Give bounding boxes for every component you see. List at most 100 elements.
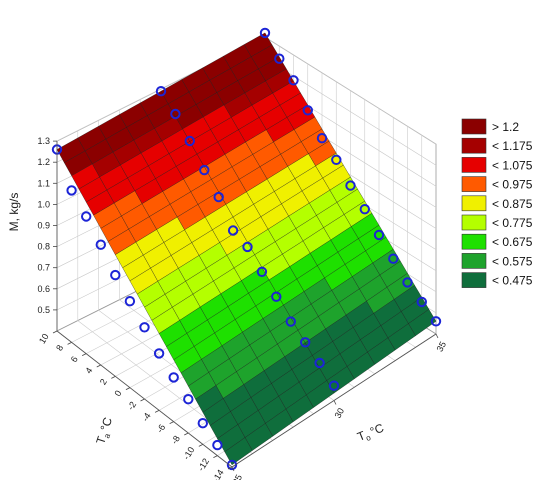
ta-axis-title: Ta°C xyxy=(93,415,117,446)
legend-swatch xyxy=(461,118,487,135)
to-tick-label: 30 xyxy=(333,406,347,420)
ta-tick-mark xyxy=(52,330,58,334)
data-point-marker xyxy=(345,180,356,191)
ta-tick-mark xyxy=(154,409,160,413)
ta-tick-mark xyxy=(111,375,116,379)
data-point-marker xyxy=(110,269,121,281)
z-axis-title: M, kg/s xyxy=(7,193,21,232)
ta-tick-mark xyxy=(81,353,87,357)
data-point-marker xyxy=(212,439,223,451)
data-point-marker xyxy=(183,394,194,405)
ta-tick-label: 2 xyxy=(98,377,109,387)
data-point-marker xyxy=(316,133,328,144)
legend-label: < 0.675 xyxy=(492,235,533,249)
ta-tick-label: -14 xyxy=(210,468,225,480)
ta-tick-mark xyxy=(125,387,131,391)
data-point-marker xyxy=(199,164,210,176)
data-point-marker xyxy=(359,204,370,215)
legend-swatch xyxy=(461,176,487,192)
data-point-marker xyxy=(271,291,282,302)
ta-tick-label: -6 xyxy=(155,422,168,434)
legend: > 1.2 < 1.175 < 1.075 < 0.975 < 0.875 < 0.775… xyxy=(461,118,533,288)
observed-points xyxy=(51,27,442,471)
data-point-marker xyxy=(95,239,107,250)
legend-label: < 1.175 xyxy=(492,139,533,153)
z-axis-ticks: 0.5 0.6 0.7 0.8 0.9 1.0 1.1 1.2 1.3 xyxy=(37,136,57,315)
ta-tick-label: -12 xyxy=(196,456,211,472)
data-point-marker xyxy=(256,266,268,277)
svg-text:Ta°C: Ta°C xyxy=(93,415,117,446)
data-point-marker xyxy=(168,372,179,383)
legend-swatch xyxy=(461,214,487,231)
legend-label: < 0.475 xyxy=(492,274,533,288)
ta-tick-mark xyxy=(213,455,218,459)
data-point-marker xyxy=(259,27,271,39)
z-tick-label: 1.2 xyxy=(37,157,50,167)
data-point-marker xyxy=(402,277,413,288)
legend-label: < 0.775 xyxy=(492,216,533,230)
z-tick-label: 0.6 xyxy=(37,284,50,294)
ta-tick-label: -8 xyxy=(169,434,182,446)
z-tick-label: 0.5 xyxy=(37,305,50,315)
svg-text:To°C: To°C xyxy=(355,421,387,446)
data-point-marker xyxy=(170,108,181,120)
response-surface xyxy=(56,32,437,466)
legend-label: > 1.2 xyxy=(492,120,519,134)
ta-tick-label: 8 xyxy=(54,343,65,353)
z-tick-label: 0.8 xyxy=(37,242,50,252)
ta-tick-mark xyxy=(227,466,233,470)
data-point-marker xyxy=(300,337,311,348)
data-point-marker xyxy=(81,211,92,222)
legend-label: < 1.075 xyxy=(492,158,533,172)
legend-swatch xyxy=(461,233,487,250)
ta-tick-mark xyxy=(184,432,189,436)
data-point-marker xyxy=(226,459,238,471)
legend-label: < 0.575 xyxy=(492,254,533,268)
legend-swatch xyxy=(461,272,487,288)
to-tick-label: 35 xyxy=(435,340,449,354)
data-point-marker xyxy=(388,253,399,264)
data-point-marker xyxy=(274,53,285,64)
data-point-marker xyxy=(124,296,136,307)
ta-tick-label: -4 xyxy=(140,411,153,423)
legend-swatch xyxy=(461,253,487,269)
data-point-marker xyxy=(184,135,196,147)
z-tick-label: 1.1 xyxy=(37,178,50,188)
z-tick-label: 0.9 xyxy=(37,221,50,231)
ta-tick-mark xyxy=(198,443,204,447)
ta-tick-mark xyxy=(67,341,72,345)
to-axis-title: To°C xyxy=(355,421,387,446)
surface-cell xyxy=(408,308,437,337)
to-tick-mark xyxy=(435,333,439,339)
ta-tick-mark xyxy=(96,364,101,368)
to-tick-mark xyxy=(333,400,337,405)
data-point-marker xyxy=(285,316,296,327)
to-axis-ticks: 25 30 35 xyxy=(231,333,449,480)
data-point-marker xyxy=(66,185,77,196)
z-tick-label: 1.3 xyxy=(37,136,50,146)
data-point-marker xyxy=(139,322,150,333)
data-point-marker xyxy=(242,241,253,253)
ta-tick-label: 10 xyxy=(37,332,51,346)
ta-tick-label: 6 xyxy=(69,354,80,364)
data-point-marker xyxy=(331,154,342,166)
data-point-marker xyxy=(213,191,224,203)
ta-tick-mark xyxy=(140,398,145,402)
data-point-marker xyxy=(155,86,167,97)
legend-label: < 0.975 xyxy=(492,178,533,192)
data-point-marker xyxy=(197,418,209,429)
data-point-marker xyxy=(153,348,165,359)
data-point-marker xyxy=(302,105,313,116)
to-tick-mark xyxy=(231,466,235,472)
ta-tick-mark xyxy=(169,421,174,425)
data-point-marker xyxy=(373,229,385,241)
data-point-marker xyxy=(314,357,325,369)
legend-swatch xyxy=(461,157,487,173)
legend-label: < 0.875 xyxy=(492,197,533,211)
to-tick-label: 25 xyxy=(231,473,245,480)
legend-swatch xyxy=(461,195,487,212)
data-point-marker xyxy=(430,316,442,327)
ta-tick-label: 0 xyxy=(112,388,123,398)
data-point-marker xyxy=(288,75,299,86)
